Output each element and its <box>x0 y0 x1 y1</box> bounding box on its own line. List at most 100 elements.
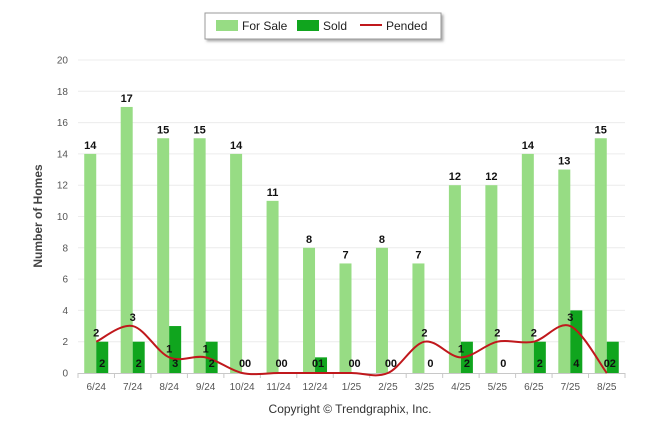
x-axis: 6/24 7/24 8/24 9/24 10/24 11/24 12/24 1/25 2/25 3… <box>77 373 626 393</box>
data-labels: 1422172315311521140011008107008007021221… <box>84 93 616 370</box>
x-tick-label: 7/25 <box>561 382 581 393</box>
for-sale-value-label: 12 <box>449 171 461 183</box>
y-tick-label: 20 <box>57 56 69 67</box>
sold-value-label: 0 <box>427 358 433 370</box>
x-tick-label: 9/24 <box>196 382 216 393</box>
sold-value-label: 0 <box>282 358 288 370</box>
sold-bar <box>132 341 145 373</box>
sold-value-label: 0 <box>500 358 506 370</box>
pended-value-label: 0 <box>276 358 282 370</box>
pended-value-label: 3 <box>130 312 136 324</box>
chart-legend: For Sale Sold Pended <box>204 12 442 40</box>
y-tick-label: 4 <box>62 306 68 317</box>
for-sale-bar <box>266 200 279 373</box>
pended-value-label: 1 <box>458 343 464 355</box>
y-tick-label: 6 <box>62 275 68 286</box>
y-tick-label: 14 <box>57 149 69 160</box>
y-tick-label: 18 <box>57 87 69 98</box>
pended-value-label: 0 <box>312 358 318 370</box>
for-sale-bar <box>84 153 97 373</box>
sold-value-label: 0 <box>354 358 360 370</box>
for-sale-value-label: 15 <box>194 124 206 136</box>
legend-label-pended: Pended <box>386 19 427 33</box>
for-sale-value-label: 14 <box>522 140 535 152</box>
pended-value-label: 2 <box>494 328 500 340</box>
sold-value-label: 0 <box>391 358 397 370</box>
x-tick-label: 6/24 <box>86 382 106 393</box>
sold-value-label: 1 <box>318 358 324 370</box>
pended-line <box>95 324 608 377</box>
pended-value-label: 2 <box>531 328 537 340</box>
x-tick-label: 8/24 <box>159 382 179 393</box>
pended-value-label: 0 <box>239 358 245 370</box>
for-sale-value-label: 12 <box>485 171 497 183</box>
legend-swatch-for-sale <box>216 20 238 31</box>
x-tick-label: 12/24 <box>303 382 328 393</box>
sold-value-label: 2 <box>610 358 616 370</box>
legend-label-for-sale: For Sale <box>242 19 288 33</box>
x-tick-label: 10/24 <box>230 382 255 393</box>
pended-value-label: 3 <box>567 312 573 324</box>
pended-value-label: 1 <box>203 343 209 355</box>
bar-series <box>84 106 619 373</box>
sold-value-label: 2 <box>209 358 215 370</box>
sold-value-label: 4 <box>573 358 580 370</box>
sold-bar <box>570 310 583 373</box>
x-tick-label: 7/24 <box>123 382 143 393</box>
pended-value-label: 0 <box>348 358 354 370</box>
for-sale-value-label: 17 <box>121 93 133 105</box>
for-sale-bar <box>120 106 133 373</box>
x-tick-label: 4/25 <box>451 382 471 393</box>
sold-value-label: 0 <box>245 358 251 370</box>
pended-line-series <box>95 324 608 377</box>
sold-bar <box>533 341 546 373</box>
y-tick-label: 2 <box>62 337 68 348</box>
legend-label-sold: Sold <box>323 19 347 33</box>
x-tick-label: 8/25 <box>597 382 617 393</box>
legend-box <box>204 12 442 40</box>
x-tick-label: 11/24 <box>266 382 291 393</box>
y-tick-label: 12 <box>57 181 69 192</box>
y-tick-label: 16 <box>57 118 69 129</box>
pended-value-label: 2 <box>93 328 99 340</box>
y-tick-label: 8 <box>62 243 68 254</box>
for-sale-value-label: 15 <box>595 124 607 136</box>
for-sale-bar <box>157 138 170 373</box>
for-sale-bar <box>558 169 571 373</box>
for-sale-value-label: 14 <box>230 140 243 152</box>
for-sale-bar <box>339 263 352 373</box>
x-tick-label: 2/25 <box>378 382 398 393</box>
y-tick-label: 10 <box>57 212 69 223</box>
for-sale-value-label: 14 <box>84 140 97 152</box>
sold-value-label: 2 <box>464 358 470 370</box>
sold-bar <box>315 357 328 373</box>
for-sale-bar <box>448 185 461 373</box>
for-sale-bar <box>230 153 243 373</box>
copyright-footer: Copyright © Trendgraphix, Inc. <box>269 402 432 416</box>
sold-value-label: 3 <box>172 358 178 370</box>
sold-bar <box>169 326 182 373</box>
for-sale-bar <box>485 185 498 373</box>
x-tick-label: 3/25 <box>415 382 435 393</box>
for-sale-value-label: 11 <box>267 187 279 199</box>
sold-bar <box>205 341 218 373</box>
legend-swatch-sold <box>297 20 319 31</box>
for-sale-value-label: 8 <box>379 234 385 246</box>
sold-value-label: 2 <box>537 358 543 370</box>
for-sale-value-label: 7 <box>342 249 348 261</box>
pended-value-label: 2 <box>421 328 427 340</box>
for-sale-bar <box>521 153 534 373</box>
for-sale-bar <box>375 247 388 373</box>
pended-value-label: 0 <box>604 358 610 370</box>
y-axis: 0 2 4 6 8 10 12 14 16 18 20 <box>57 56 69 380</box>
pended-value-label: 0 <box>385 358 391 370</box>
x-tick-label: 1/25 <box>342 382 362 393</box>
y-axis-title: Number of Homes <box>31 164 45 268</box>
sold-bar <box>606 341 619 373</box>
x-tick-label: 6/25 <box>524 382 544 393</box>
for-sale-bar <box>594 138 607 373</box>
x-tick-label: 5/25 <box>488 382 508 393</box>
for-sale-bar <box>412 263 425 373</box>
